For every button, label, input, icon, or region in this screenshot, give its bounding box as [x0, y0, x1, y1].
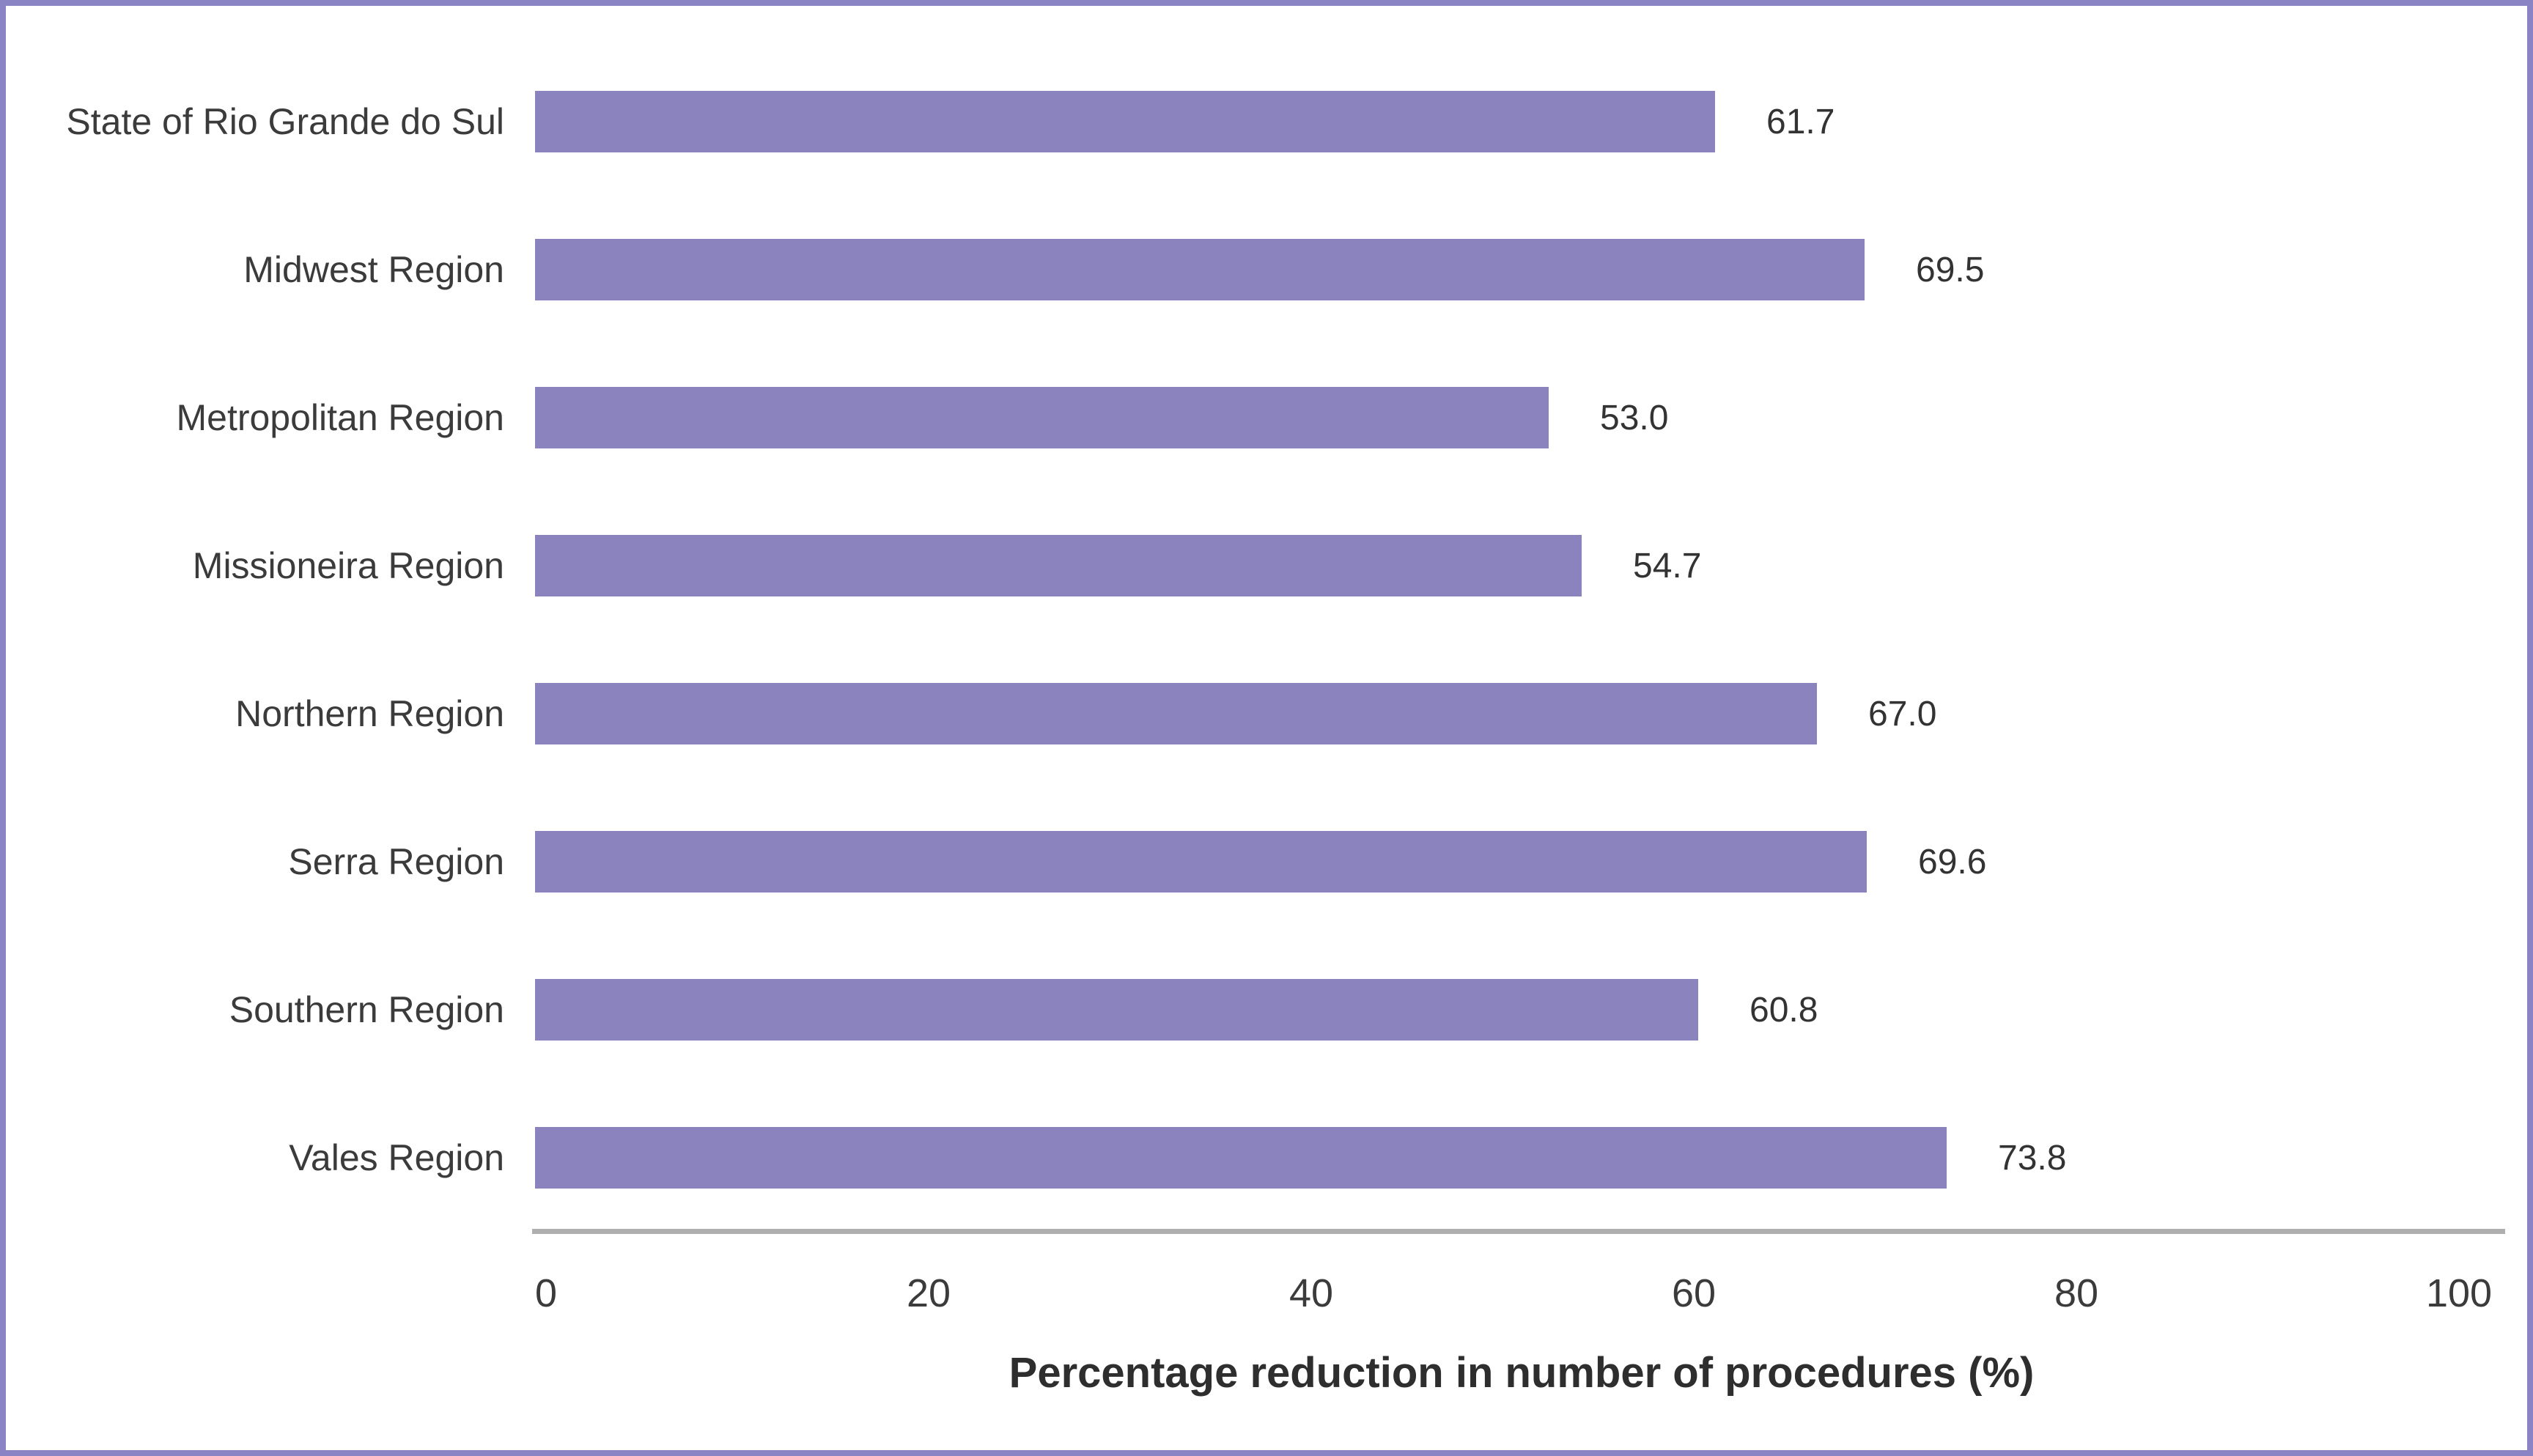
bar-row: Serra Region 69.6	[6, 788, 2527, 936]
x-tick-label: 40	[1288, 1271, 1334, 1315]
bar	[535, 387, 1549, 448]
value-label: 73.8	[1998, 1138, 2067, 1178]
bar-track: 53.0	[535, 344, 2527, 492]
bar-row: Northern Region 67.0	[6, 640, 2527, 788]
bar-track: 60.8	[535, 936, 2527, 1084]
category-label: Vales Region	[289, 1137, 504, 1178]
bar	[535, 91, 1715, 152]
value-label: 53.0	[1600, 398, 1669, 437]
category-label: Metropolitan Region	[176, 397, 505, 438]
bar-row: Missioneira Region 54.7	[6, 492, 2527, 640]
value-label: 69.6	[1918, 842, 1987, 882]
bar	[535, 1127, 1947, 1189]
x-tick-label: 100	[2425, 1271, 2493, 1315]
bar	[535, 831, 1867, 893]
bar-track: 73.8	[535, 1084, 2527, 1232]
category-label: Northern Region	[235, 693, 504, 734]
bar	[535, 683, 1817, 744]
x-tick-label: 60	[1671, 1271, 1717, 1315]
category-label: Southern Region	[229, 989, 504, 1030]
category-label: State of Rio Grande do Sul	[66, 101, 504, 142]
bar-track: 69.5	[535, 196, 2527, 344]
bar-track: 69.6	[535, 788, 2527, 936]
value-label: 67.0	[1868, 694, 1937, 733]
category-label: Serra Region	[288, 841, 504, 882]
value-label: 60.8	[1749, 990, 1818, 1030]
bar	[535, 239, 1865, 300]
bar-row: Midwest Region 69.5	[6, 196, 2527, 344]
bar-row: Southern Region 60.8	[6, 936, 2527, 1084]
value-label: 69.5	[1916, 250, 1985, 289]
x-axis-ticks: 0 20 40 60 80 100	[535, 1271, 2514, 1326]
x-tick-label: 80	[2054, 1271, 2099, 1315]
category-label: Missioneira Region	[192, 545, 504, 586]
bar-row: Vales Region 73.8	[6, 1084, 2527, 1232]
value-label: 61.7	[1766, 102, 1835, 141]
x-axis-line	[532, 1229, 2505, 1234]
bar-track: 67.0	[535, 640, 2527, 788]
bar-row: State of Rio Grande do Sul 61.7	[6, 48, 2527, 196]
bar	[535, 979, 1698, 1041]
bar	[535, 535, 1582, 596]
category-label: Midwest Region	[243, 249, 504, 290]
x-tick-label: 0	[534, 1271, 558, 1315]
bar-row: Metropolitan Region 53.0	[6, 344, 2527, 492]
bar-track: 54.7	[535, 492, 2527, 640]
value-label: 54.7	[1633, 546, 1702, 585]
plot-area: State of Rio Grande do Sul 61.7 Midwest Re…	[6, 48, 2527, 1232]
bar-track: 61.7	[535, 48, 2527, 196]
x-tick-label: 20	[906, 1271, 951, 1315]
x-axis-title: Percentage reduction in number of proced…	[1009, 1349, 2035, 1397]
